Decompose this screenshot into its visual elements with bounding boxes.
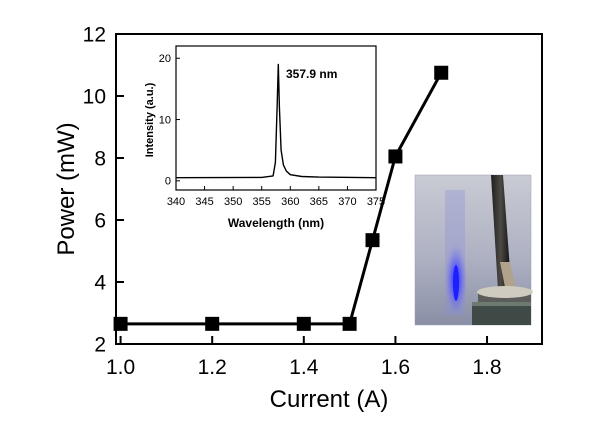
main-data-point bbox=[342, 316, 357, 331]
inset-y-tick-label: 10 bbox=[159, 114, 171, 126]
inset-x-axis-label: Wavelength (nm) bbox=[228, 216, 324, 230]
main-x-axis-label: Current (A) bbox=[270, 386, 389, 413]
main-series bbox=[113, 65, 449, 331]
main-x-tick-label: 1.6 bbox=[381, 356, 410, 379]
main-data-point bbox=[113, 316, 128, 331]
main-ticks: 1.0 1.2 1.4 1.6 1.8 2 4 6 8 10 12 bbox=[83, 23, 502, 379]
inset-x-tick-label: 350 bbox=[224, 196, 242, 208]
main-data-point bbox=[388, 149, 403, 164]
plasma-photo bbox=[414, 174, 533, 326]
inset-x-tick-label: 345 bbox=[195, 196, 213, 208]
main-x-tick-label: 1.0 bbox=[106, 356, 135, 379]
inset-x-tick-label: 375 bbox=[367, 196, 385, 208]
inset-x-tick-label: 365 bbox=[310, 196, 328, 208]
main-y-tick-label: 12 bbox=[83, 23, 106, 46]
main-y-axis-label: Power (mW) bbox=[53, 122, 80, 255]
main-data-point bbox=[365, 233, 380, 248]
inset-x-tick-label: 355 bbox=[253, 196, 271, 208]
inset-x-tick-label: 340 bbox=[167, 196, 185, 208]
main-data-point bbox=[296, 316, 311, 331]
inset-ticks: 340 345 350 355 360 365 370 375 0 10 20 bbox=[159, 53, 385, 208]
main-y-tick-label: 10 bbox=[83, 85, 106, 108]
main-data-point bbox=[205, 316, 220, 331]
inset-y-tick-label: 0 bbox=[165, 176, 171, 188]
main-y-tick-label: 8 bbox=[94, 147, 106, 170]
main-y-tick-label: 6 bbox=[94, 209, 106, 232]
main-x-tick-label: 1.8 bbox=[472, 356, 501, 379]
inset-y-tick-label: 20 bbox=[159, 53, 171, 65]
main-x-tick-label: 1.4 bbox=[289, 356, 319, 379]
inset-x-tick-label: 370 bbox=[338, 196, 356, 208]
main-data-point bbox=[434, 65, 449, 80]
inset-series bbox=[175, 63, 377, 179]
main-y-tick-label: 4 bbox=[94, 271, 106, 294]
inset-y-axis-label: Intensity (a.u.) bbox=[144, 82, 156, 157]
inset-plot-frame bbox=[175, 45, 377, 191]
main-y-tick-label: 2 bbox=[94, 333, 106, 356]
main-x-tick-label: 1.2 bbox=[198, 356, 227, 379]
inset-x-tick-label: 360 bbox=[281, 196, 299, 208]
inset-peak-annotation: 357.9 nm bbox=[286, 67, 337, 81]
main-plot-frame bbox=[115, 33, 543, 345]
inset-series-line bbox=[175, 63, 377, 179]
